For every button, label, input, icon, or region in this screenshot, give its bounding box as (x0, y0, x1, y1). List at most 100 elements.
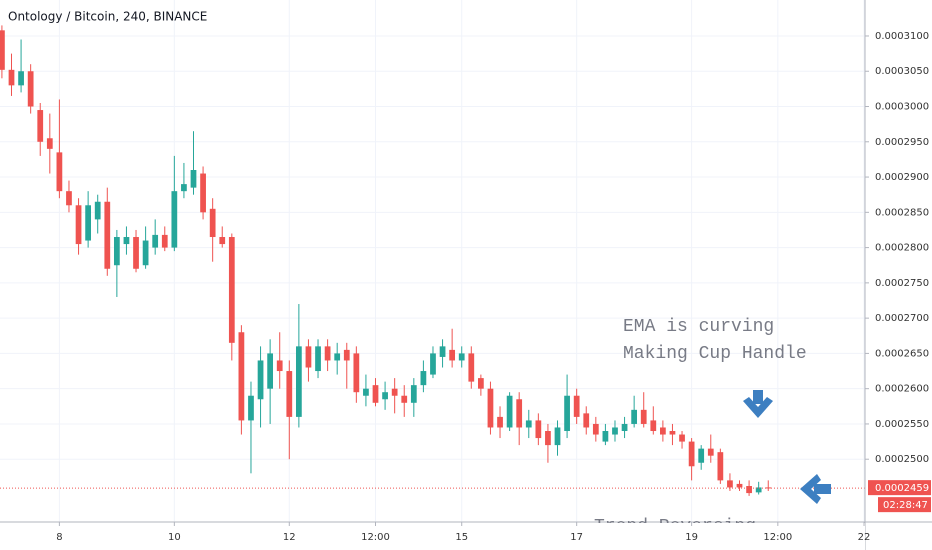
candle-body (113, 237, 120, 266)
candle-body (410, 385, 417, 403)
candle-body (94, 201, 101, 220)
candle-body (343, 349, 350, 361)
candle-body (525, 420, 532, 428)
candle-body (650, 420, 657, 432)
candle-body (190, 170, 197, 188)
y-tick-label: 0.0002800 (875, 243, 929, 254)
candle-body (66, 191, 72, 206)
countdown: 02:28:47 (883, 500, 928, 511)
x-tick-label: 12 (283, 532, 296, 543)
candle-body (583, 413, 590, 428)
candle-body (727, 480, 733, 488)
candle-body (736, 483, 743, 488)
candle-body (161, 234, 168, 248)
time-axis-bg (0, 523, 865, 550)
candle-body (545, 431, 551, 446)
candle-body (746, 486, 752, 494)
candle-body (276, 360, 283, 372)
y-tick-label: 0.0002550 (875, 419, 929, 430)
candle-body (487, 388, 494, 428)
candle-body (707, 448, 714, 456)
x-tick-label: 10 (168, 532, 181, 543)
candle-body (8, 69, 15, 86)
candle-body (123, 237, 130, 245)
candle-body (18, 71, 24, 86)
candle-body (439, 346, 446, 357)
candle-body (554, 427, 561, 446)
axes: 0.0003100 0.0003050 0.0003000 0.0002950 0.00… (56, 31, 931, 543)
candle-body (602, 431, 609, 442)
candle-body (248, 395, 254, 421)
y-tick-label: 0.0003000 (875, 102, 929, 113)
candle-body (688, 441, 695, 467)
candle-body (75, 205, 82, 245)
candle-body (209, 208, 216, 238)
chart-title: Ontology / Bitcoin, 240, BINANCE (8, 10, 207, 24)
candle-body (401, 395, 408, 403)
candles (0, 25, 865, 496)
candle-body (372, 385, 379, 403)
candle-body (621, 423, 628, 432)
candle-body (640, 409, 647, 424)
candle-body (37, 110, 44, 142)
candle-body (353, 353, 360, 393)
left-arrow (800, 474, 831, 504)
candle-body (219, 237, 226, 245)
candle-body (267, 353, 274, 389)
candle-body (27, 71, 34, 107)
x-tick-label: 17 (570, 532, 583, 543)
candle-body (324, 346, 331, 361)
candle-body (142, 240, 149, 266)
annotation: Making Cup Handle (623, 344, 807, 364)
candle-body (592, 423, 599, 435)
candle-body (679, 434, 685, 442)
y-tick-label: 0.0002950 (875, 137, 929, 148)
candle-body (104, 201, 111, 269)
candle-body (535, 420, 542, 439)
candle-body (612, 427, 618, 435)
y-tick-label: 0.0003050 (875, 66, 929, 77)
y-tick-label: 0.0002900 (875, 172, 929, 183)
candle-body (631, 409, 638, 424)
y-tick-label: 0.0002650 (875, 348, 929, 359)
candle-body (698, 448, 705, 463)
x-tick-label: 15 (455, 532, 468, 543)
countdown-box (878, 497, 931, 513)
candle-body (478, 378, 484, 389)
candle-body (755, 487, 762, 493)
candle-body (564, 395, 570, 432)
candle-body (391, 388, 398, 396)
down-arrow (743, 390, 773, 418)
candle-body (238, 332, 245, 421)
candle-body (315, 346, 321, 372)
candle-body (295, 346, 302, 417)
candle-body (46, 138, 53, 149)
y-tick-label: 0.0002500 (875, 454, 929, 465)
last-price-label: 0.0002459 (875, 483, 929, 494)
annotation: EMA is curving (623, 317, 774, 337)
x-tick-label: 19 (685, 532, 698, 543)
y-tick-label: 0.0002850 (875, 207, 929, 218)
candle-body (228, 237, 235, 343)
x-tick-label: 8 (56, 532, 62, 543)
candle-body (85, 205, 92, 241)
candle-body (458, 353, 465, 361)
y-tick-label: 0.0002600 (875, 384, 929, 395)
y-tick-label: 0.0002750 (875, 278, 929, 289)
x-tick-label: 12:00 (763, 532, 792, 543)
candle-body (449, 349, 456, 361)
candle-body (573, 395, 580, 417)
candle-body (305, 346, 312, 368)
candle-body (56, 152, 63, 192)
x-tick-label: 12:00 (361, 532, 390, 543)
last-price-box (868, 480, 931, 496)
candle-body (171, 191, 178, 248)
candle-body (334, 353, 341, 361)
candle-body (506, 395, 513, 428)
candle-body (660, 427, 666, 435)
y-tick-label: 0.0002700 (875, 313, 929, 324)
candle-body (152, 234, 159, 248)
candle-body (468, 353, 475, 382)
